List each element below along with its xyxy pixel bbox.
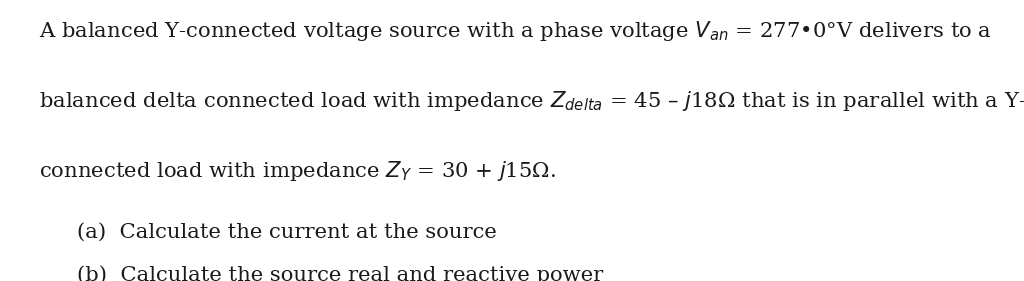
- Text: balanced delta connected load with impedance $Z_{delta}$ = 45 – $j$18Ω that is i: balanced delta connected load with imped…: [39, 89, 1024, 113]
- Text: (a)  Calculate the current at the source: (a) Calculate the current at the source: [77, 223, 497, 241]
- Text: A balanced Y-connected voltage source with a phase voltage $V_{an}$ = 277•0°V de: A balanced Y-connected voltage source wi…: [39, 19, 992, 42]
- Text: connected load with impedance $Z_Y$ = 30 + $j$15Ω.: connected load with impedance $Z_Y$ = 30…: [39, 159, 556, 183]
- Text: (b)  Calculate the source real and reactive power: (b) Calculate the source real and reacti…: [77, 265, 603, 281]
